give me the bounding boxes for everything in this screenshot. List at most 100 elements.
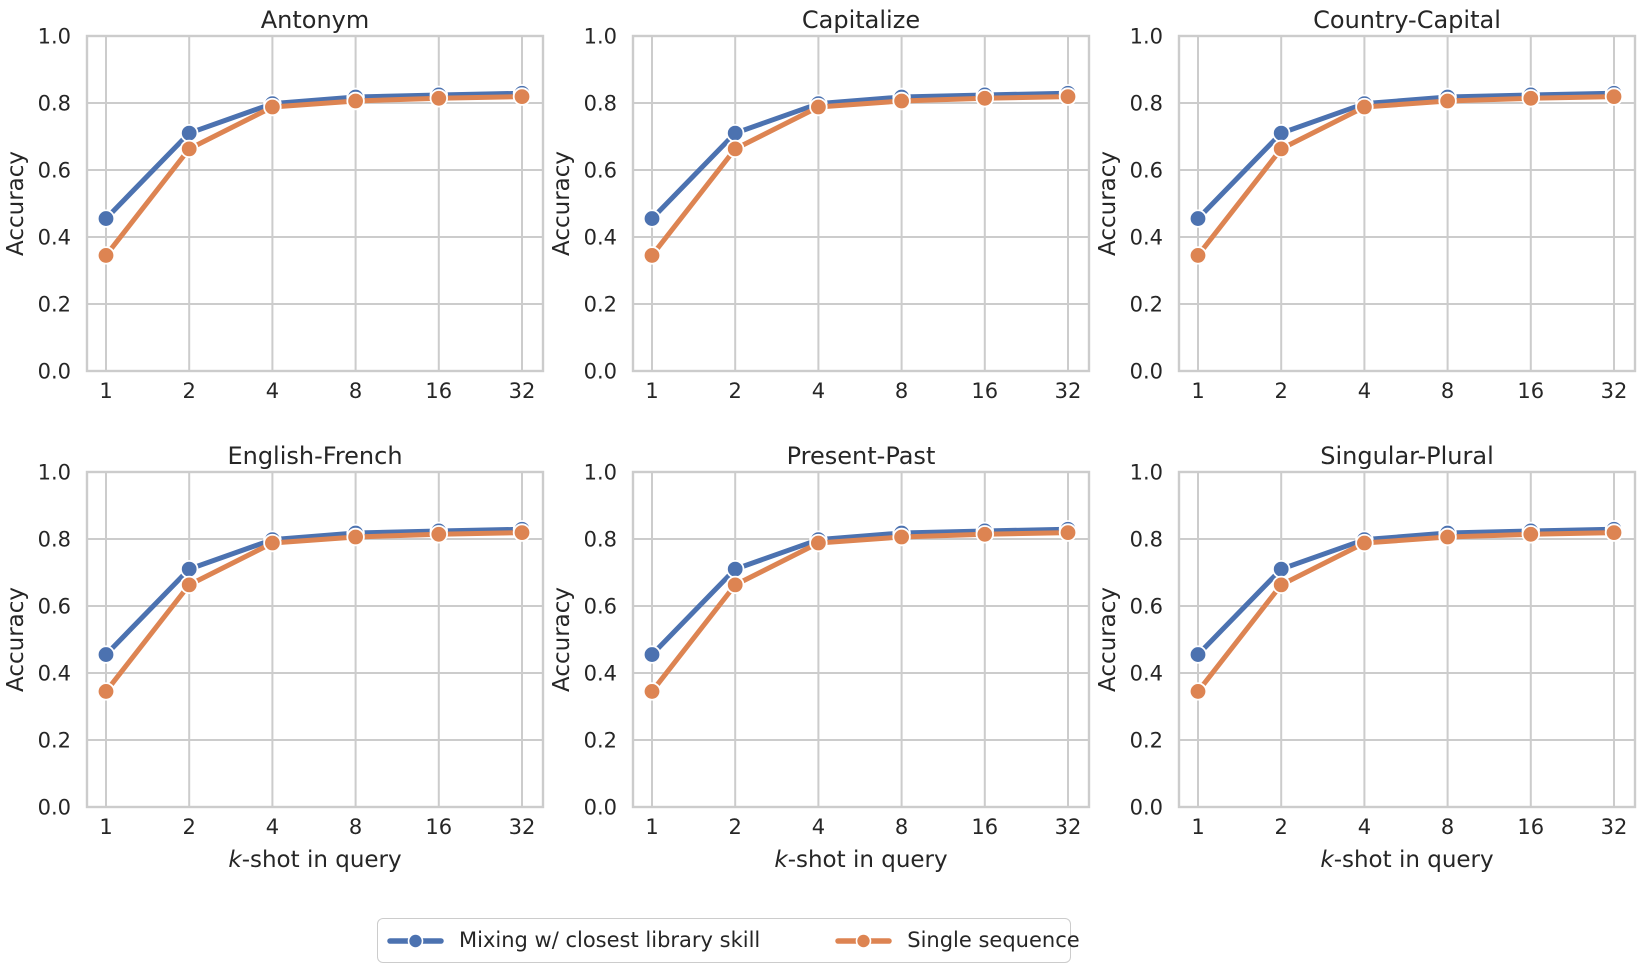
y-tick-label: 0.4 [38, 662, 71, 686]
y-tick-label: 0.8 [1130, 528, 1163, 552]
series-line [649, 526, 1071, 658]
data-point-marker [512, 523, 532, 542]
data-point-marker [642, 246, 662, 265]
x-tick-label: 4 [266, 815, 279, 839]
x-tick-label: 16 [971, 379, 998, 403]
subplot-chart-capitalize: Capitalize 0.0 0.2 0.4 0.6 0.8 1.0 1 2 4 8 16 32 Accu… [549, 6, 1091, 403]
series-line [1195, 526, 1617, 658]
plot-border [631, 34, 1091, 373]
data-point-marker [346, 91, 365, 111]
x-tick-label: 16 [1517, 815, 1544, 839]
y-axis-label: Accuracy [3, 151, 29, 256]
series-line [1195, 90, 1617, 222]
y-tick-label: 0.0 [38, 796, 71, 820]
y-tick-label: 0.4 [1130, 662, 1163, 686]
data-point-marker [96, 682, 116, 701]
x-tick-label: 8 [349, 815, 362, 839]
data-point-marker [1355, 533, 1374, 553]
subplot-chart-english-french: English-French 0.0 0.2 0.4 0.6 0.8 1.0 1 2 4 8 16 32… [3, 442, 545, 873]
data-point-marker [429, 525, 449, 544]
data-point-marker [96, 209, 116, 228]
data-point-marker [642, 682, 662, 701]
x-tick-label: 2 [183, 815, 196, 839]
data-point-marker [1521, 525, 1541, 544]
y-tick-label: 0.6 [38, 595, 71, 619]
x-tick-label: 2 [729, 815, 742, 839]
data-point-marker [1271, 123, 1291, 143]
plot-border [1177, 34, 1637, 373]
x-tick-label: 1 [99, 815, 112, 839]
data-point-marker [975, 525, 995, 544]
series-line [649, 530, 1071, 694]
series-line [103, 94, 525, 258]
subplot-title: Capitalize [802, 6, 920, 34]
subplot-title: English-French [227, 442, 402, 470]
y-tick-label: 1.0 [38, 25, 71, 49]
legend-line-marker-icon [835, 932, 892, 949]
plot-border [1177, 470, 1637, 809]
y-tick-label: 0.2 [38, 729, 71, 753]
data-point-marker [179, 139, 199, 159]
series-line [103, 90, 525, 222]
x-tick-label: 16 [1517, 379, 1544, 403]
x-tick-label: 8 [895, 815, 908, 839]
y-tick-label: 0.6 [584, 159, 617, 183]
x-tick-label: 1 [1191, 379, 1204, 403]
x-tick-label: 4 [812, 379, 825, 403]
plot-area [633, 472, 1089, 807]
data-point-marker [725, 139, 745, 159]
legend-line-marker-icon [387, 932, 444, 949]
data-point-marker [1058, 523, 1078, 542]
data-point-marker [1438, 527, 1457, 547]
data-point-marker [1438, 91, 1457, 111]
plot-border [85, 34, 545, 373]
x-tick-label: 4 [266, 379, 279, 403]
x-axis-label: k-shot in query [1320, 847, 1493, 873]
plot-area [1179, 36, 1635, 371]
x-tick-label: 8 [1441, 379, 1454, 403]
subplot-title: Present-Past [787, 442, 936, 470]
series-line [649, 94, 1071, 258]
data-point-marker [263, 533, 282, 553]
y-tick-label: 0.0 [584, 360, 617, 384]
data-point-marker [512, 87, 532, 106]
legend-entry-mixing: Mixing w/ closest library skill [387, 930, 760, 951]
x-tick-label: 2 [183, 379, 196, 403]
x-tick-label: 2 [1275, 815, 1288, 839]
legend-entry-single: Single sequence [835, 930, 1080, 951]
series-line [1195, 530, 1617, 694]
y-tick-label: 0.4 [584, 662, 617, 686]
subplot-chart-antonym: Antonym 0.0 0.2 0.4 0.6 0.8 1.0 1 2 4 8 16 32 Accurac… [3, 6, 545, 403]
y-tick-label: 0.2 [1130, 729, 1163, 753]
y-tick-label: 1.0 [38, 461, 71, 485]
series-line [103, 526, 525, 658]
y-axis-label: Accuracy [1095, 587, 1121, 692]
y-tick-label: 0.4 [584, 226, 617, 250]
x-tick-label: 16 [971, 815, 998, 839]
data-point-marker [179, 559, 199, 579]
subplot-title: Country-Capital [1313, 6, 1501, 34]
subplot-title: Antonym [261, 6, 370, 34]
data-point-marker [892, 91, 911, 111]
y-tick-label: 0.6 [1130, 159, 1163, 183]
y-tick-label: 0.8 [1130, 92, 1163, 116]
x-tick-label: 16 [425, 815, 452, 839]
y-tick-label: 0.0 [1130, 796, 1163, 820]
data-point-marker [179, 575, 199, 595]
x-tick-label: 8 [1441, 815, 1454, 839]
x-tick-label: 8 [895, 379, 908, 403]
series-line [649, 90, 1071, 222]
legend-label: Mixing w/ closest library skill [459, 928, 761, 952]
series-line [1195, 94, 1617, 258]
y-tick-label: 0.8 [584, 92, 617, 116]
data-point-marker [642, 209, 662, 228]
plot-area [633, 36, 1089, 371]
x-axis-label: k-shot in query [228, 847, 401, 873]
x-tick-label: 32 [1055, 815, 1082, 839]
legend: Mixing w/ closest library skill Single s… [377, 918, 1080, 963]
y-tick-label: 0.4 [1130, 226, 1163, 250]
y-tick-label: 1.0 [584, 25, 617, 49]
x-tick-label: 4 [1358, 379, 1371, 403]
y-tick-label: 0.8 [38, 92, 71, 116]
y-tick-label: 0.2 [584, 729, 617, 753]
